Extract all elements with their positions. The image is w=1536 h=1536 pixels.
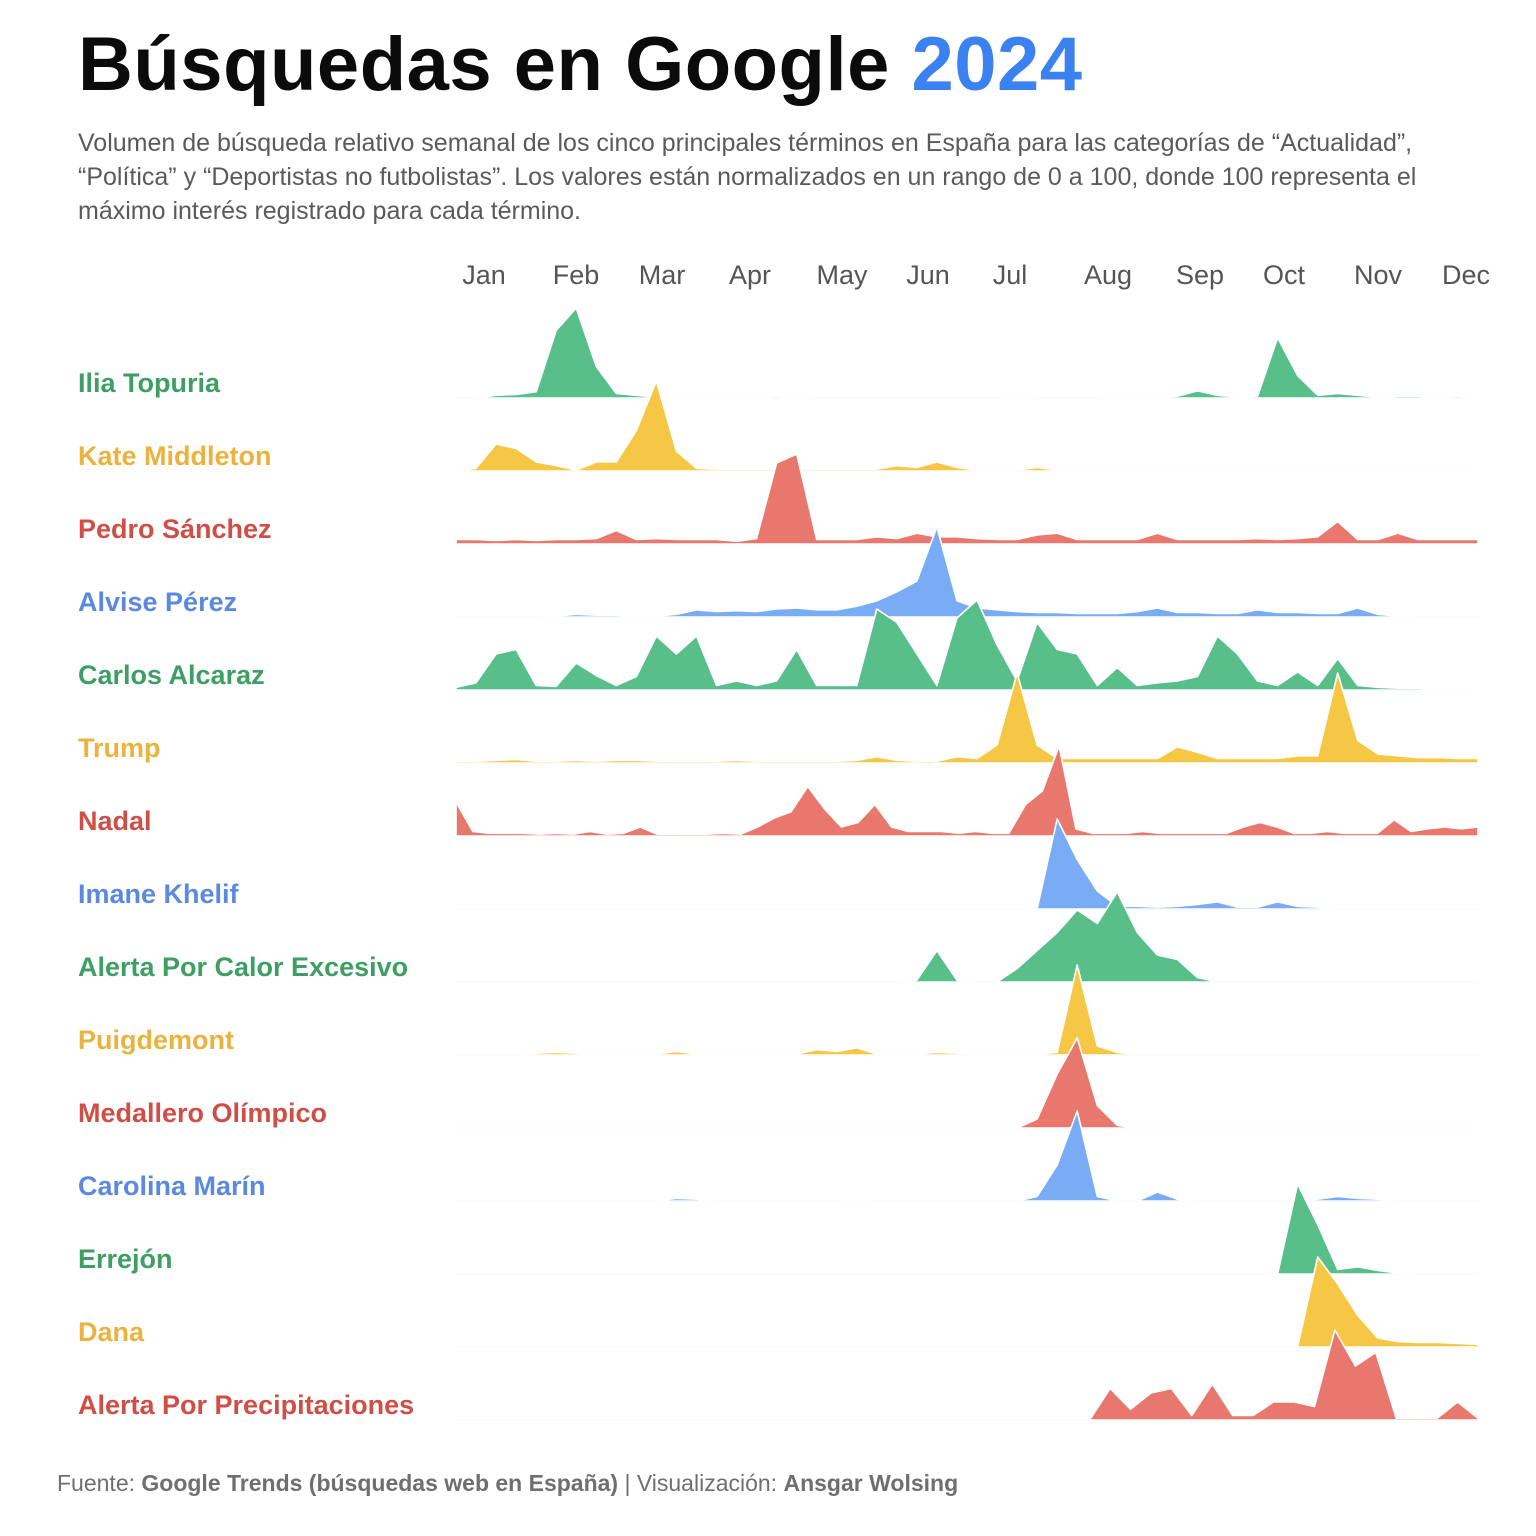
month-label-jun: Jun <box>906 260 950 290</box>
chart-title-year: 2024 <box>911 22 1083 107</box>
series-imane-khelif: Imane Khelif <box>78 818 1479 910</box>
series-area-errejon <box>455 1183 1479 1275</box>
series-area-imane-khelif <box>455 818 1479 910</box>
series-area-alerta-por-precipitaciones <box>455 1329 1479 1421</box>
series-label-carolina-marin: Carolina Marín <box>78 1171 266 1201</box>
series-alerta-por-calor-excesivo: Alerta Por Calor Excesivo <box>78 891 1479 983</box>
series-area-carlos-alcaraz <box>455 599 1479 691</box>
chart-footer: Fuente: Google Trends (búsquedas web en … <box>57 1470 958 1497</box>
series-ilia-topuria: Ilia Topuria <box>78 307 1479 399</box>
series-area-dana <box>455 1256 1479 1348</box>
footer-source: Google Trends (búsquedas web en España) <box>141 1470 619 1496</box>
series-area-alerta-por-calor-excesivo <box>455 891 1479 983</box>
series-puigdemont: Puigdemont <box>78 964 1479 1056</box>
month-label-apr: Apr <box>729 260 771 290</box>
series-label-puigdemont: Puigdemont <box>78 1025 234 1055</box>
series-label-nadal: Nadal <box>78 806 152 836</box>
month-label-mar: Mar <box>639 260 686 290</box>
series-label-alerta-por-calor-excesivo: Alerta Por Calor Excesivo <box>78 952 408 982</box>
chart-title: Búsquedas en Google 2024 <box>78 22 1083 108</box>
series-alerta-por-precipitaciones: Alerta Por Precipitaciones <box>78 1329 1479 1421</box>
footer-separator: | <box>624 1470 631 1496</box>
series-kate-middleton: Kate Middleton <box>78 380 1479 472</box>
series-dana: Dana <box>78 1256 1479 1348</box>
footer-viz-label: Visualización: <box>636 1470 778 1496</box>
series-area-puigdemont <box>455 964 1479 1056</box>
series-carlos-alcaraz: Carlos Alcaraz <box>78 599 1479 691</box>
month-label-nov: Nov <box>1354 260 1403 290</box>
series-pedro-sanchez: Pedro Sánchez <box>78 453 1479 545</box>
month-label-aug: Aug <box>1084 260 1132 290</box>
footer-author: Ansgar Wolsing <box>783 1470 959 1496</box>
series-label-carlos-alcaraz: Carlos Alcaraz <box>78 660 265 690</box>
series-label-kate-middleton: Kate Middleton <box>78 441 272 471</box>
series-area-trump <box>455 672 1479 764</box>
month-label-may: May <box>816 260 868 290</box>
series-label-ilia-topuria: Ilia Topuria <box>78 368 221 398</box>
month-label-jul: Jul <box>993 260 1028 290</box>
series-errejon: Errejón <box>78 1183 1479 1275</box>
series-label-errejon: Errejón <box>78 1244 173 1274</box>
ridgeline-chart: Jan Feb Mar Apr May Jun Jul Aug Sep Oct Nov Dec Ilia… <box>78 260 1490 1421</box>
series-label-trump: Trump <box>78 733 161 763</box>
month-label-sep: Sep <box>1176 260 1224 290</box>
month-label-dec: Dec <box>1442 260 1490 290</box>
series-carolina-marin: Carolina Marín <box>78 1110 1479 1202</box>
series-label-imane-khelif: Imane Khelif <box>78 879 240 909</box>
series-nadal: Nadal <box>78 745 1479 837</box>
series-area-nadal <box>455 745 1479 837</box>
series-medallero-olimpico: Medallero Olímpico <box>78 1037 1479 1129</box>
series-layer: Ilia Topuria Kate Middleton Pedro Sánchez A… <box>78 307 1479 1421</box>
series-label-alerta-por-precipitaciones: Alerta Por Precipitaciones <box>78 1390 414 1420</box>
month-label-jan: Jan <box>462 260 506 290</box>
series-area-medallero-olimpico <box>455 1037 1479 1129</box>
series-area-ilia-topuria <box>455 307 1479 399</box>
series-trump: Trump <box>78 672 1479 764</box>
series-area-kate-middleton <box>455 380 1479 472</box>
series-label-medallero-olimpico: Medallero Olímpico <box>78 1098 327 1128</box>
footer-source-label: Fuente: <box>57 1470 135 1496</box>
series-label-pedro-sanchez: Pedro Sánchez <box>78 514 272 544</box>
series-label-alvise-perez: Alvise Pérez <box>78 587 237 617</box>
series-label-dana: Dana <box>78 1317 145 1347</box>
month-label-oct: Oct <box>1263 260 1306 290</box>
series-area-carolina-marin <box>455 1110 1479 1202</box>
chart-title-main: Búsquedas en Google <box>78 22 890 107</box>
series-area-pedro-sanchez <box>455 453 1479 545</box>
month-label-feb: Feb <box>553 260 600 290</box>
chart-subtitle: Volumen de búsqueda relativo semanal de … <box>78 129 1417 225</box>
